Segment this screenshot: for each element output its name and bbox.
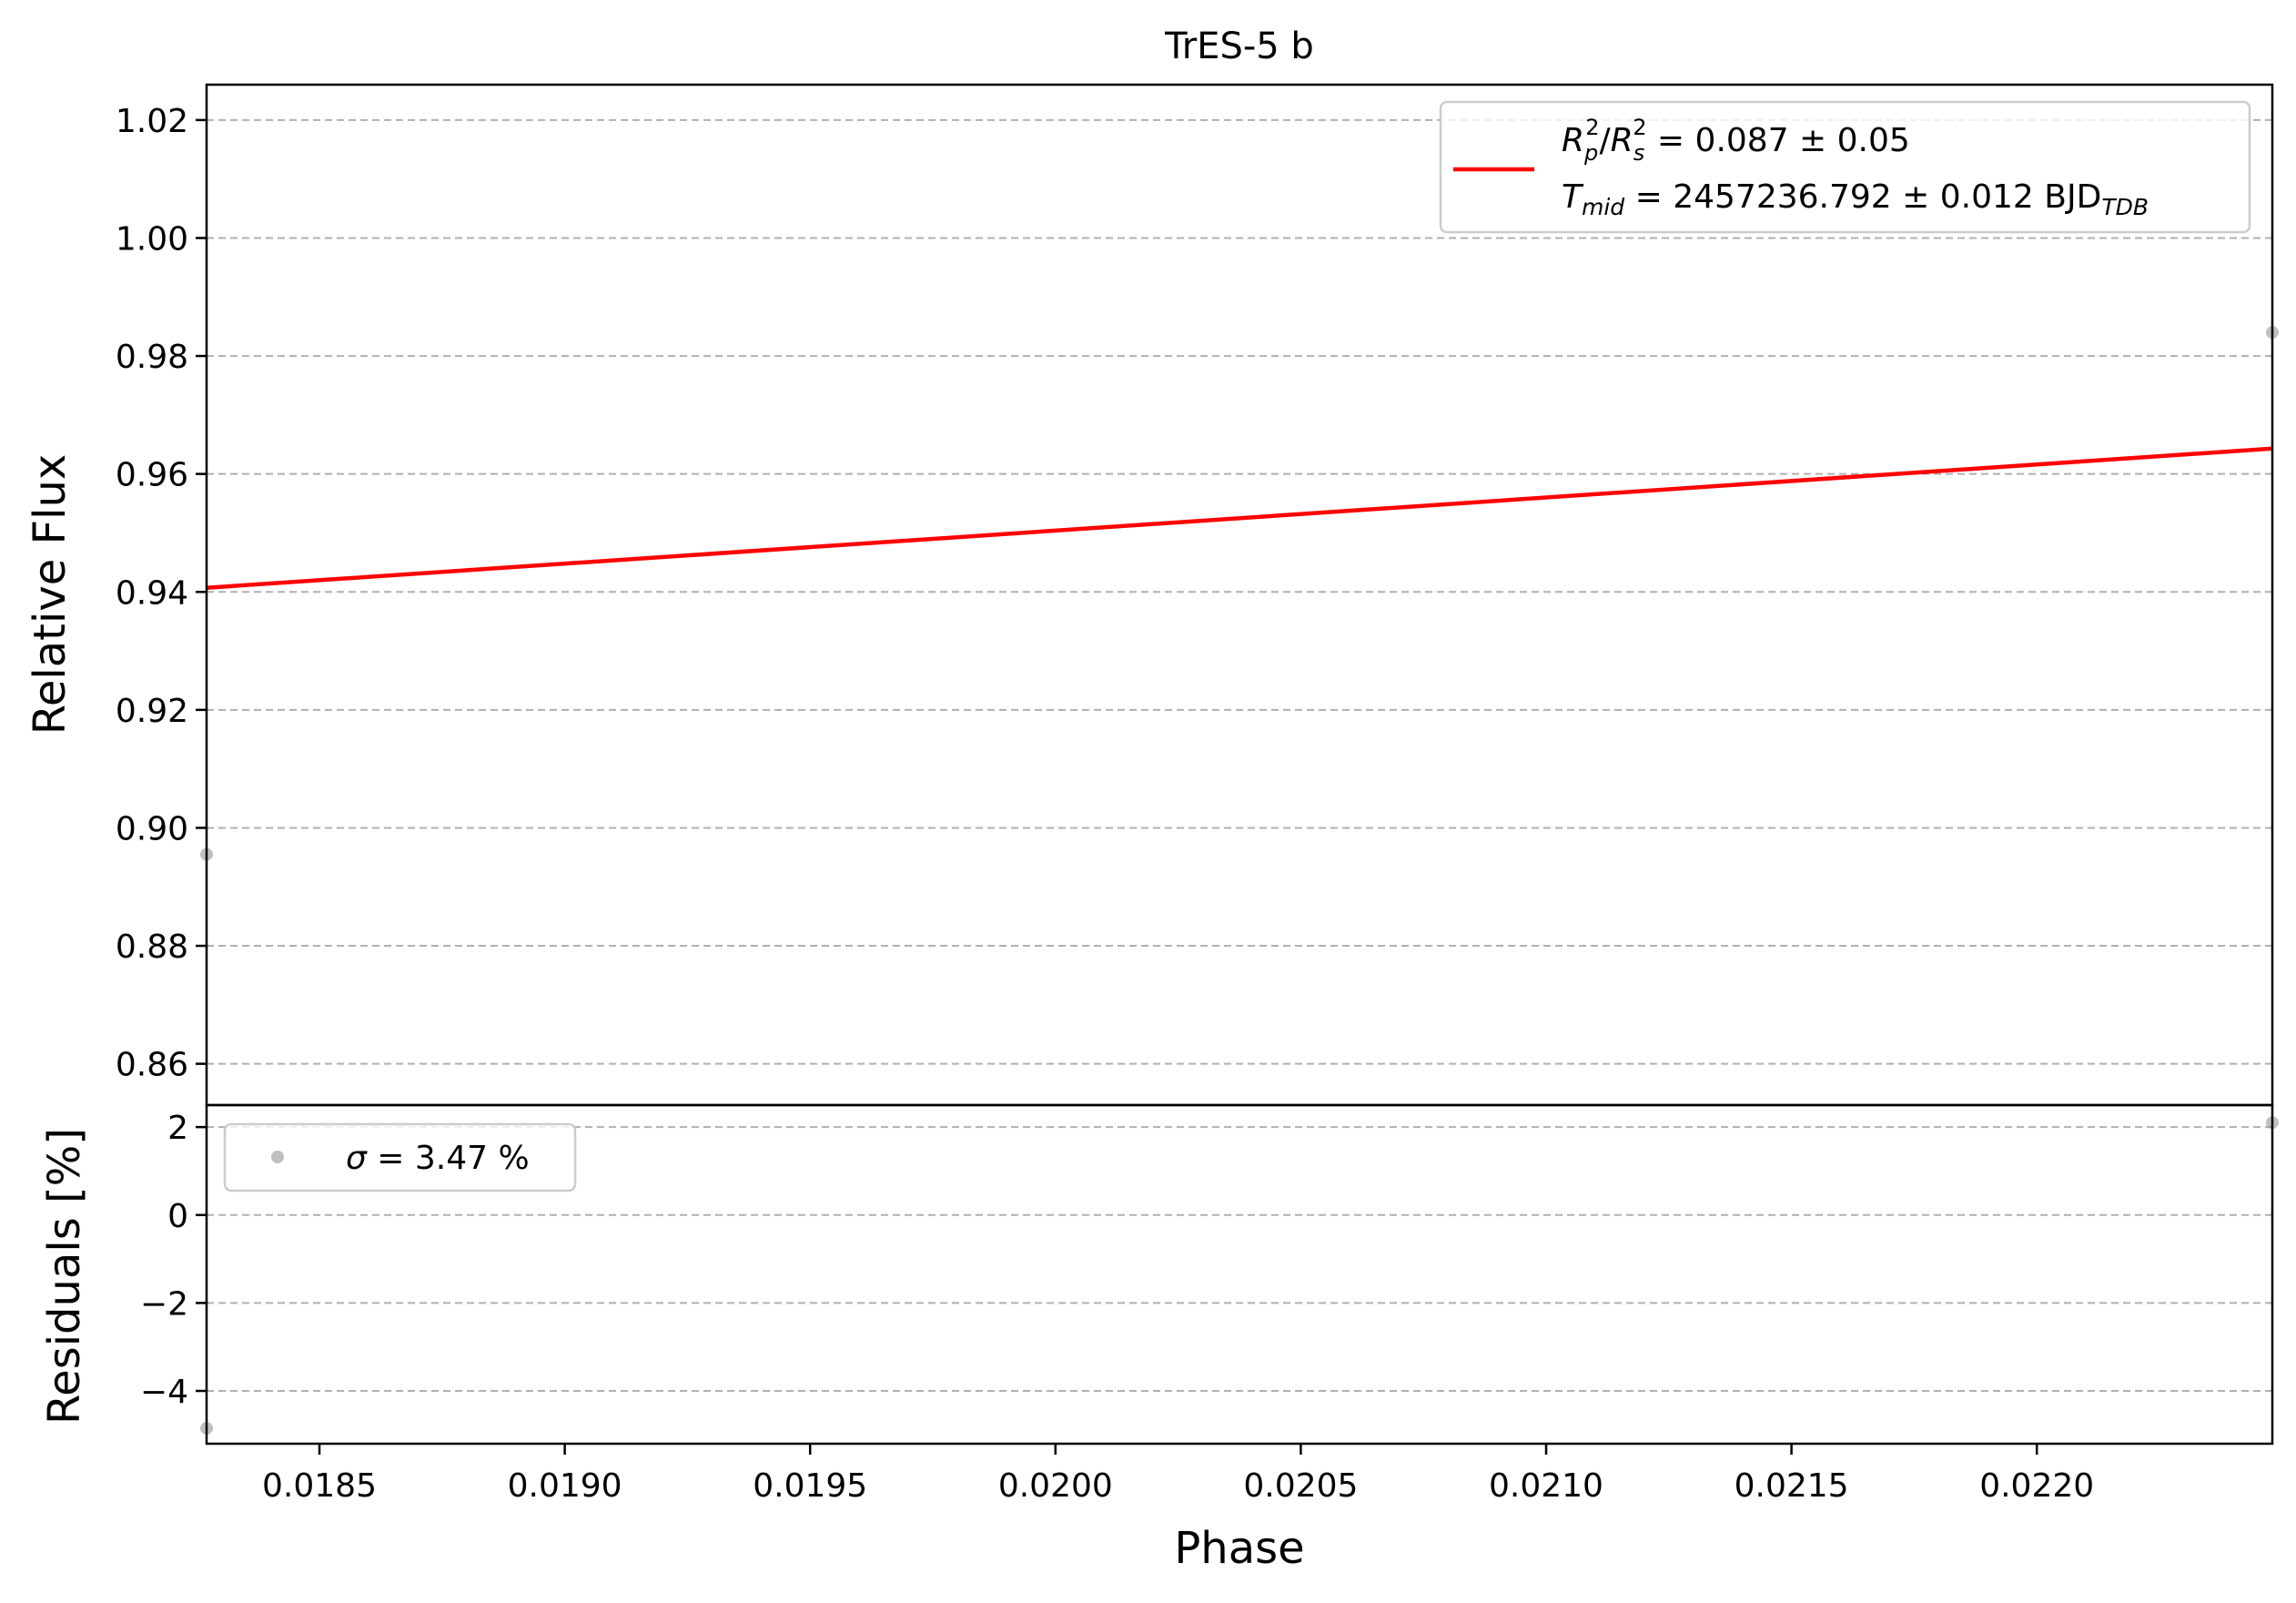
x-tick-label: 0.0195 bbox=[753, 1467, 867, 1505]
x-tick-label: 0.0215 bbox=[1735, 1467, 1849, 1505]
legend-rp-superscript: 2 bbox=[1585, 115, 1599, 140]
legend-slash: / bbox=[1600, 122, 1612, 159]
main-y-tick-label: 0.94 bbox=[116, 574, 188, 612]
residuals-y-tick-label: 0 bbox=[167, 1198, 188, 1235]
main-y-tick-label: 0.88 bbox=[116, 928, 188, 966]
x-tick-label: 0.0200 bbox=[998, 1467, 1113, 1505]
main-gridlines bbox=[207, 118, 2272, 1065]
residuals-y-ticks: −4 −2 0 2 bbox=[140, 1110, 207, 1411]
legend-rs-subscript: s bbox=[1633, 140, 1645, 166]
main-y-tick-label: 0.98 bbox=[116, 339, 188, 376]
main-y-tick-label: 1.00 bbox=[116, 220, 188, 258]
residuals-axes-frame bbox=[205, 1103, 2274, 1446]
main-y-tick-label: 1.02 bbox=[116, 103, 188, 140]
legend-rp-symbol: R bbox=[1562, 122, 1584, 159]
legend-t-subscript: mid bbox=[1582, 194, 1624, 220]
residuals-y-tick-label: −4 bbox=[140, 1374, 188, 1411]
legend-marker-swatch bbox=[271, 1151, 284, 1163]
legend-time-standard: TDB bbox=[2101, 194, 2149, 220]
residuals-panel: −4−202 0.0185 0.0190 0.0195 0.0200 0.0205 0.0… bbox=[39, 1103, 2279, 1574]
x-tick-label: 0.0185 bbox=[262, 1467, 377, 1505]
legend-sigma-value: = 3.47 % bbox=[367, 1140, 530, 1177]
residuals-y-axis-label: Residuals [%] bbox=[39, 1128, 90, 1425]
legend-rs-superscript: 2 bbox=[1633, 115, 1646, 140]
legend-radius-ratio-value: = 0.087 ± 0.05 bbox=[1646, 122, 1909, 159]
x-tick-label: 0.0205 bbox=[1243, 1467, 1358, 1505]
legend-sigma-symbol: σ bbox=[346, 1140, 368, 1177]
legend-entry-radius-ratio: Rp2/Rs2 = 0.087 ± 0.05 bbox=[1562, 115, 1910, 166]
main-legend: Rp2/Rs2 = 0.087 ± 0.05 Tmid = 2457236.79… bbox=[1439, 100, 2251, 234]
x-tick-label: 0.0190 bbox=[508, 1467, 622, 1505]
legend-mid-time-value: = 2457236.792 ± 0.012 BJD bbox=[1624, 178, 2101, 216]
residuals-y-tick-label: −2 bbox=[140, 1285, 188, 1323]
transit-model-line bbox=[206, 446, 2273, 590]
residuals-legend: σ = 3.47 % bbox=[223, 1122, 577, 1192]
main-y-axis-label: Relative Flux bbox=[25, 454, 76, 736]
main-y-tick-label: 0.96 bbox=[116, 457, 188, 494]
main-y-ticks: 0.86 0.88 0.90 0.92 0.94 0.96 0.98 1.00 1.02 bbox=[116, 103, 207, 1084]
main-legend-box bbox=[1439, 100, 2251, 234]
main-y-tick-label: 0.90 bbox=[116, 810, 188, 847]
legend-t-symbol: T bbox=[1562, 178, 1584, 216]
x-axis-label: Phase bbox=[1174, 1523, 1304, 1574]
chart-title: TrES-5 b bbox=[1164, 25, 1314, 67]
main-y-tick-label: 0.86 bbox=[116, 1047, 188, 1084]
x-axis-ticks: 0.0185 0.0190 0.0195 0.0200 0.0205 0.0210 0.02… bbox=[262, 1444, 2094, 1505]
legend-entry-sigma: σ = 3.47 % bbox=[346, 1140, 530, 1177]
residuals-y-tick-label: 2 bbox=[167, 1110, 188, 1147]
legend-entry-mid-time: Tmid = 2457236.792 ± 0.012 BJDTDB bbox=[1562, 178, 2149, 220]
legend-rp-subscript: p bbox=[1583, 140, 1598, 166]
x-tick-label: 0.0210 bbox=[1489, 1467, 1603, 1505]
residuals-legend-box bbox=[223, 1122, 577, 1192]
x-tick-label: 0.0220 bbox=[1979, 1467, 2094, 1505]
legend-rs-symbol: R bbox=[1611, 122, 1633, 159]
main-y-tick-label: 0.92 bbox=[116, 693, 188, 730]
